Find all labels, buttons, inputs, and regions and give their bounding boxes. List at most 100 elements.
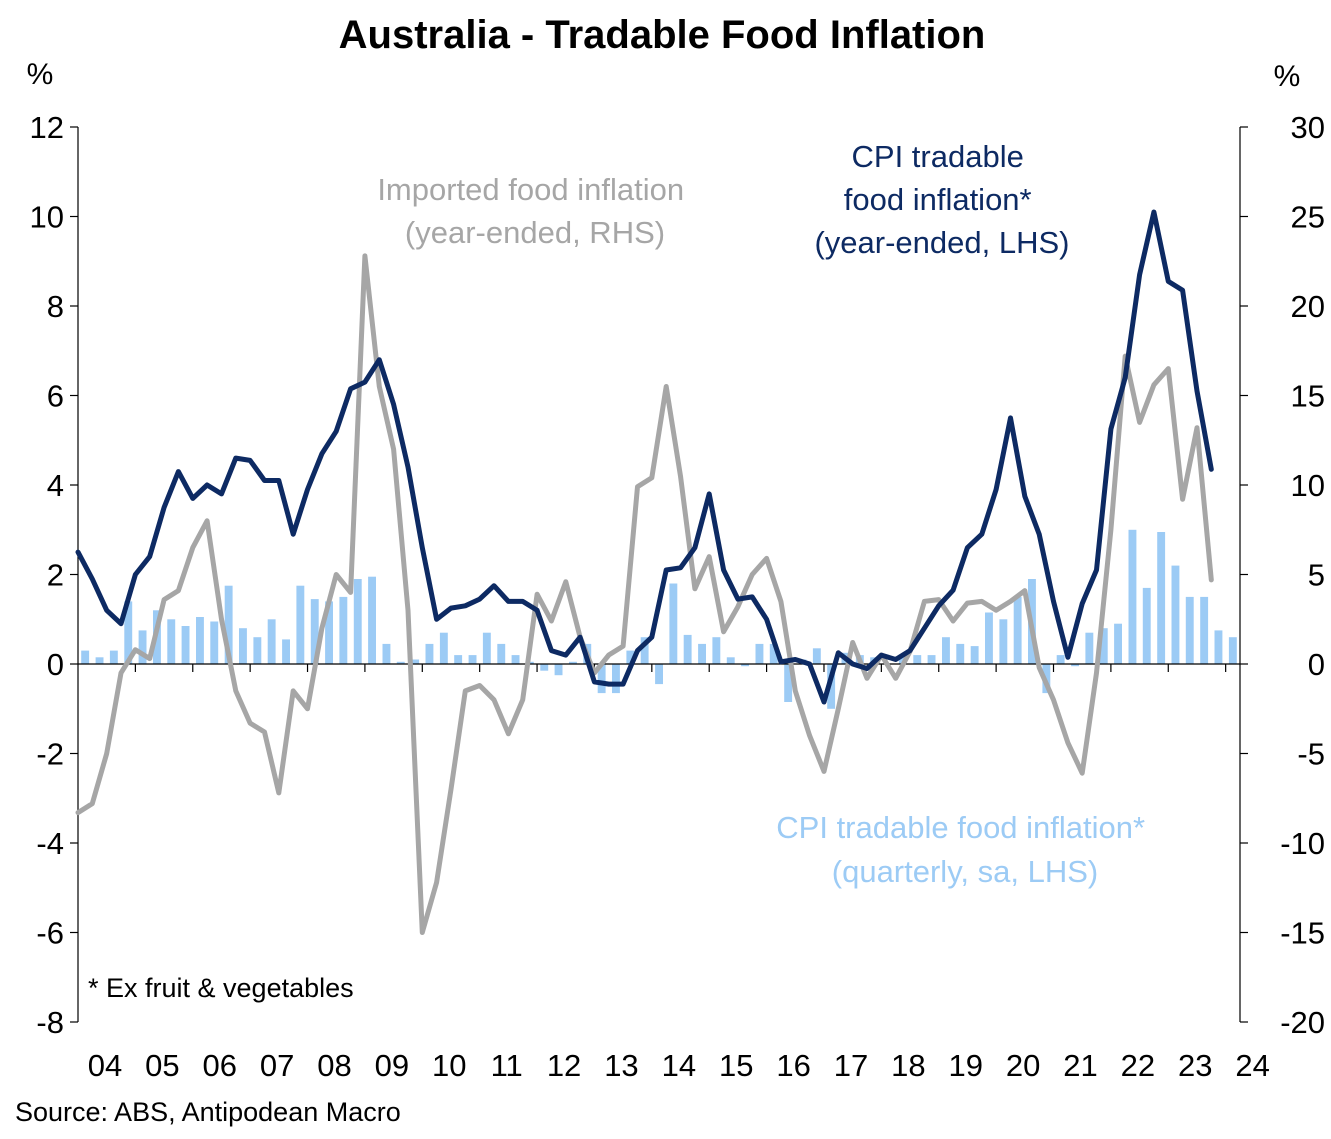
bar-quarterly: [167, 619, 176, 665]
annotation-cpi-ye-line2: food inflation*: [844, 182, 1032, 217]
x-tick-label: 17: [834, 1048, 868, 1083]
bar-quarterly: [95, 657, 104, 664]
bar-quarterly: [1128, 529, 1137, 665]
bar-quarterly: [1214, 630, 1223, 664]
chart-title: Australia - Tradable Food Inflation: [339, 13, 986, 57]
bar-quarterly: [970, 646, 979, 664]
annotation-imported-line1: Imported food inflation: [377, 172, 684, 207]
x-tick-label: 23: [1178, 1048, 1212, 1083]
left-tick-label: 4: [47, 468, 64, 503]
imported-food-line: [75, 253, 1214, 935]
right-tick-label: -15: [1280, 916, 1325, 951]
x-tick-label: 14: [662, 1048, 696, 1083]
bar-quarterly: [439, 632, 448, 664]
bar-quarterly: [511, 655, 520, 664]
left-tick-label: -2: [36, 737, 64, 772]
bar-quarterly: [497, 643, 506, 664]
left-tick-label: 6: [47, 379, 64, 414]
bar-quarterly: [411, 659, 420, 664]
bar-quarterly: [612, 664, 620, 694]
bar-quarterly: [1056, 655, 1065, 664]
annotation-cpi-q-line2: (quarterly, sa, LHS): [832, 854, 1098, 889]
line-series: [75, 209, 1214, 935]
bar-quarterly: [81, 650, 90, 664]
bar-quarterly: [569, 661, 577, 664]
x-tick-label: 07: [260, 1048, 294, 1083]
cpi-year-ended-line: [75, 209, 1214, 705]
bar-quarterly: [655, 664, 663, 685]
bar-quarterly: [224, 585, 233, 664]
annotation-cpi-year-ended: CPI tradable food inflation* (year-ended…: [814, 139, 1069, 260]
bar-quarterly: [784, 664, 793, 702]
bar-quarterly: [1171, 565, 1180, 664]
bar-quarterly: [310, 599, 319, 664]
x-tick-label: 04: [88, 1048, 122, 1083]
bar-quarterly: [540, 664, 549, 671]
x-tick-label: 13: [604, 1048, 638, 1083]
bar-quarterly: [554, 664, 563, 676]
annotation-cpi-quarterly: CPI tradable food inflation* (quarterly,…: [776, 810, 1153, 889]
bar-quarterly: [827, 664, 836, 709]
x-tick-label: 05: [145, 1048, 179, 1083]
bar-quarterly: [454, 655, 463, 664]
bar-quarterly: [368, 576, 376, 664]
x-tick-label: 10: [432, 1048, 466, 1083]
left-tick-label: 2: [47, 558, 64, 593]
bar-quarterly: [1228, 637, 1237, 664]
bar-quarterly: [1185, 596, 1194, 664]
left-tick-label: -8: [36, 1005, 64, 1040]
bar-quarterly: [138, 630, 147, 664]
bar-quarterly: [196, 617, 204, 664]
right-tick-label: -5: [1297, 737, 1325, 772]
bar-quarterly: [382, 643, 391, 664]
bar-quarterly: [769, 643, 778, 664]
x-tick-label: 20: [1006, 1048, 1040, 1083]
bar-quarterly: [296, 585, 305, 664]
left-tick-label: -4: [36, 826, 64, 861]
left-tick-label: 10: [30, 200, 64, 235]
right-tick-label: 30: [1291, 110, 1325, 145]
bar-quarterly: [698, 643, 706, 664]
bar-quarterly: [1071, 664, 1079, 667]
bar-quarterly: [253, 637, 262, 664]
bar-quarterly: [1013, 596, 1022, 664]
annotation-cpi-ye-line1: CPI tradable: [852, 139, 1024, 174]
bar-quarterly: [353, 579, 362, 664]
x-tick-label: 16: [776, 1048, 810, 1083]
bar-quarterly: [1142, 587, 1151, 664]
footnote: * Ex fruit & vegetables: [88, 973, 354, 1003]
bar-quarterly: [741, 664, 749, 667]
bar-quarterly: [669, 583, 678, 664]
x-tick-label: 18: [891, 1048, 925, 1083]
bar-quarterly: [597, 664, 606, 694]
annotation-imported-line2: (year-ended, RHS): [405, 215, 665, 250]
bar-quarterly: [640, 637, 649, 664]
bar-quarterly: [396, 661, 405, 664]
bar-quarterly: [712, 637, 721, 664]
x-tick-label: 15: [719, 1048, 753, 1083]
bar-quarterly: [1085, 632, 1094, 664]
left-tick-label: 12: [30, 110, 64, 145]
right-tick-label: -20: [1280, 1005, 1325, 1040]
bar-quarterly: [339, 596, 348, 664]
bar-quarterly: [239, 628, 247, 664]
x-tick-label: 11: [491, 1048, 523, 1083]
left-tick-label: 0: [47, 647, 64, 682]
right-axis-unit: %: [1274, 60, 1301, 93]
bar-quarterly: [985, 612, 993, 664]
bar-quarterly: [942, 637, 950, 664]
bar-quarterly: [325, 601, 333, 664]
bar-quarterly: [1114, 623, 1122, 664]
bar-quarterly: [267, 619, 276, 665]
right-tick-label: 25: [1291, 200, 1325, 235]
bar-quarterly: [913, 655, 922, 664]
bar-quarterly: [812, 648, 821, 664]
bar-quarterly: [755, 643, 764, 664]
right-tick-label: 0: [1308, 647, 1325, 682]
bar-quarterly: [726, 657, 735, 664]
axes: [70, 126, 1248, 1023]
bar-quarterly: [626, 650, 635, 664]
bar-quarterly: [1099, 628, 1108, 664]
bar-quarterly: [683, 634, 692, 664]
